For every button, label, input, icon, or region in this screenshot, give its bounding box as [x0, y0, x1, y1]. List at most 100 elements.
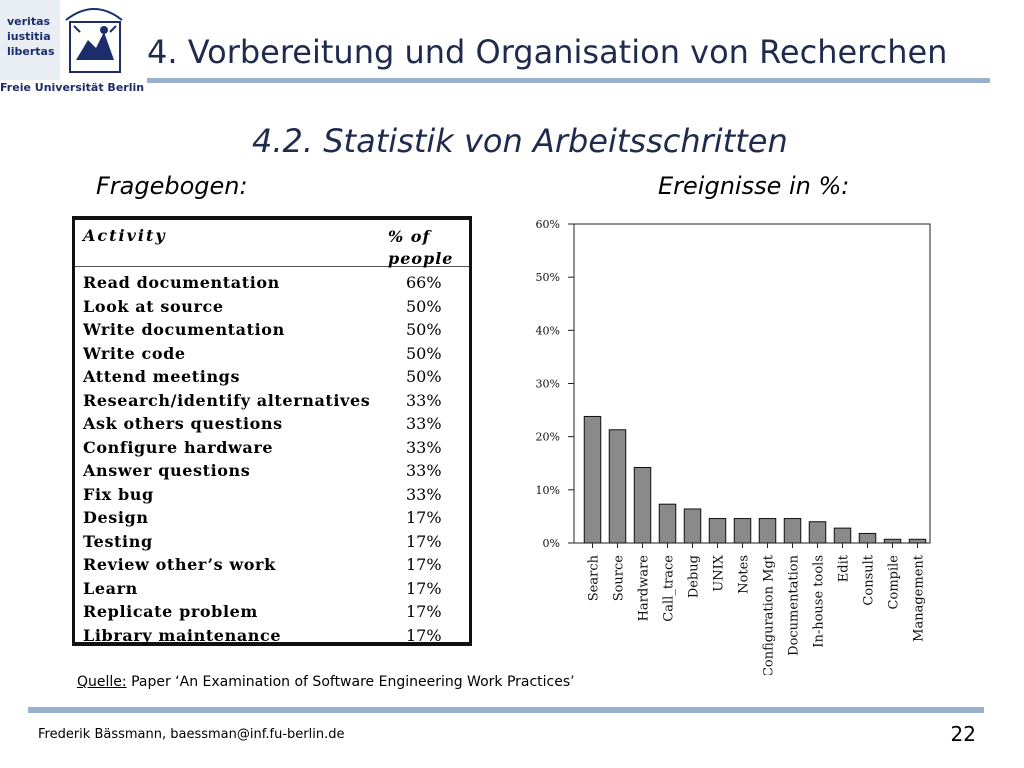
table-header-rule — [75, 266, 469, 267]
logo-word-libertas: libertas — [7, 45, 55, 58]
plot-frame — [573, 223, 931, 544]
bar — [583, 415, 602, 544]
percent-cell: 17% — [406, 625, 442, 645]
slide-title: 4. Vorbereitung und Organisation von Rec… — [147, 33, 948, 71]
activity-cell: Replicate problem — [83, 602, 258, 621]
x-tick-label: Compile — [887, 555, 902, 610]
percent-cell: 50% — [406, 343, 442, 363]
activity-cell: Answer questions — [83, 461, 251, 480]
percent-cell: 17% — [406, 531, 442, 551]
source-text: Paper ‘An Examination of Software Engine… — [131, 674, 575, 690]
table-border-top — [72, 216, 472, 220]
page-number: 22 — [950, 722, 976, 746]
activity-cell: Learn — [83, 578, 138, 598]
table-row: Learn 17% — [83, 579, 463, 603]
percent-cell: 50% — [406, 296, 442, 316]
title-divider — [147, 78, 990, 83]
table-row: Research/identify alternatives 33% — [83, 391, 463, 415]
table-header-percent-line1: % of — [388, 227, 431, 246]
table-header-percent-line2: people — [388, 249, 454, 268]
activity-cell: Research/identify alternatives — [83, 390, 371, 410]
slide-subtitle: 4.2. Statistik von Arbeitsschritten — [252, 122, 788, 160]
y-tick-label: 60% — [536, 218, 560, 231]
bar — [708, 518, 727, 544]
bar — [758, 518, 777, 544]
x-tick-label: Call_trace — [662, 555, 677, 622]
bar — [908, 538, 927, 544]
activity-cell: Write documentation — [83, 320, 285, 339]
x-tick-label: Configuration Mgt — [762, 554, 777, 675]
x-tick-label: Management — [912, 554, 927, 642]
bar — [608, 429, 627, 544]
activity-cell: Review other’s work — [83, 555, 276, 574]
table-border-left — [72, 216, 75, 646]
footer-author: Frederik Bässmann, baessman@inf.fu-berli… — [38, 727, 345, 742]
table-row: Answer questions 33% — [83, 461, 463, 485]
percent-cell: 50% — [406, 367, 442, 386]
logo-motto-panel: veritas iustitia libertas — [0, 0, 60, 80]
bar — [833, 527, 852, 544]
x-tick-label: UNIX — [712, 554, 727, 591]
percent-cell: 33% — [406, 437, 442, 457]
percent-cell: 17% — [406, 555, 442, 574]
percent-cell: 17% — [406, 578, 442, 598]
activity-cell: Read documentation — [83, 273, 280, 292]
x-tick-label: Hardware — [637, 555, 652, 622]
table-row: Library maintenance 17% — [83, 626, 463, 650]
table-row: Look at source 50% — [83, 297, 463, 321]
table-header-percent: % of people — [388, 226, 453, 270]
logo-university-name: Freie Universität Berlin — [0, 81, 145, 94]
activity-cell: Configure hardware — [83, 437, 274, 457]
percent-cell: 33% — [406, 414, 442, 433]
bar — [658, 503, 677, 544]
bar — [858, 532, 877, 544]
y-tick-label: 30% — [536, 378, 560, 391]
activity-cell: Library maintenance — [83, 625, 282, 645]
footer-divider — [28, 707, 984, 713]
seal-icon — [60, 0, 128, 80]
chart-canvas: 0% 10% 20% 30% 40% 50% 60% Search Source Hardware… — [536, 218, 931, 677]
table-row: Ask others questions 33% — [83, 414, 463, 438]
percent-cell: 50% — [406, 320, 442, 339]
activity-cell: Fix bug — [83, 484, 154, 504]
bar — [883, 538, 902, 544]
activity-table: Activity % of people Read documentation 6… — [72, 216, 472, 646]
table-row: Write documentation 50% — [83, 320, 463, 344]
percent-cell: 17% — [406, 508, 442, 527]
percent-cell: 33% — [406, 390, 442, 410]
bar — [633, 467, 652, 544]
y-tick-label: 10% — [536, 484, 560, 497]
questionnaire-label: Fragebogen: — [96, 172, 248, 200]
source-note: Quelle: Paper ‘An Examination of Softwar… — [77, 674, 575, 690]
x-tick-label: Edit — [837, 554, 852, 582]
x-tick-label: Search — [587, 554, 602, 601]
events-label: Ereignisse in %: — [658, 172, 850, 200]
bar — [808, 521, 827, 544]
source-label: Quelle: — [77, 674, 127, 690]
activity-cell: Write code — [83, 343, 186, 363]
y-tick-label: 0% — [543, 537, 560, 550]
x-tick-label: Debug — [687, 555, 702, 598]
x-tick-label: Source — [612, 555, 627, 602]
university-logo: veritas iustitia libertas Freie Universi… — [0, 0, 145, 98]
activity-cell: Look at source — [83, 296, 224, 316]
x-tick-label: In-house tools — [812, 555, 827, 648]
logo-word-veritas: veritas — [7, 15, 51, 28]
table-row: Testing 17% — [83, 532, 463, 556]
y-tick-label: 20% — [536, 431, 560, 444]
table-row: Review other’s work 17% — [83, 555, 463, 579]
activity-cell: Testing — [83, 531, 153, 551]
bar — [733, 518, 752, 544]
table-row: Write code 50% — [83, 344, 463, 368]
activity-cell: Ask others questions — [83, 414, 283, 433]
bar — [683, 508, 702, 544]
table-body: Read documentation 66% Look at source 50% Wr… — [83, 273, 463, 649]
table-header-activity: Activity — [83, 226, 167, 245]
table-row: Replicate problem 17% — [83, 602, 463, 626]
events-bar-chart: 0% 10% 20% 30% 40% 50% 60% Search Source Hardware… — [510, 210, 950, 677]
x-tick-label: Notes — [737, 555, 752, 594]
percent-cell: 33% — [406, 484, 442, 504]
y-tick-label: 50% — [536, 271, 560, 284]
activity-cell: Design — [83, 508, 149, 527]
bar — [783, 518, 802, 544]
